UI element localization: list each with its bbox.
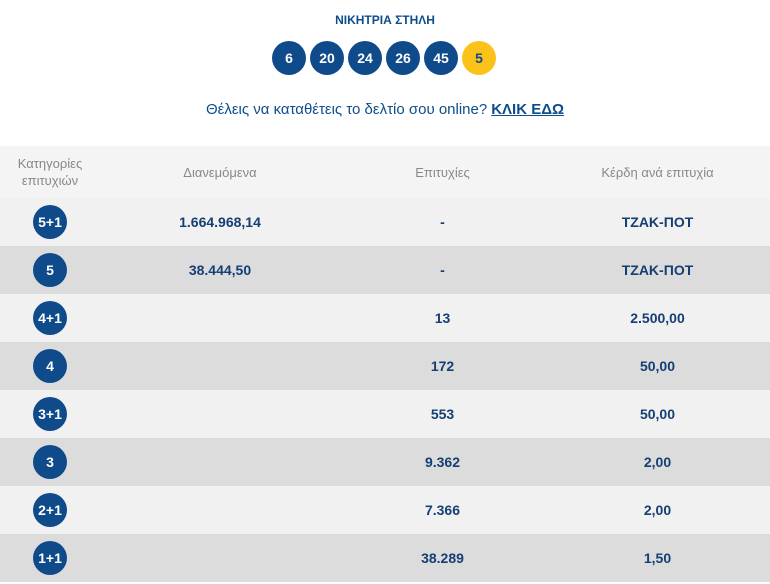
click-here-link[interactable]: ΚΛΙΚ ΕΔΩ — [491, 101, 565, 118]
header-pool: Διανεμόμενα — [183, 164, 257, 180]
prize-cell: 2,00 — [643, 502, 672, 518]
pool-cell: 38.444,50 — [188, 262, 252, 278]
table-row: 2+1 7.366 2,00 — [0, 486, 770, 534]
winners-cell: 9.362 — [424, 454, 461, 470]
table-row: 3+1 553 50,00 — [0, 390, 770, 438]
winning-numbers: 6 20 24 26 45 5 — [272, 41, 496, 75]
category-cell: 4 — [0, 349, 100, 383]
category-cell: 3+1 — [0, 397, 100, 431]
header-winners: Επιτυχίες — [415, 164, 470, 180]
prize-cell: 2,00 — [643, 454, 672, 470]
online-promo: Θέλεις να καταθέτεις το δελτίο σου onlin… — [0, 101, 770, 118]
winners-cell: 7.366 — [424, 502, 461, 518]
table-row: 3 9.362 2,00 — [0, 438, 770, 486]
category-cell: 2+1 — [0, 493, 100, 527]
header-categories: Κατηγορίες επιτυχιών — [17, 156, 83, 188]
number-ball: 26 — [386, 41, 420, 75]
number-ball: 6 — [272, 41, 306, 75]
category-badge: 4 — [33, 349, 67, 383]
category-cell: 5+1 — [0, 205, 100, 239]
category-cell: 1+1 — [0, 541, 100, 575]
joker-ball: 5 — [462, 41, 496, 75]
header-prize: Κέρδη ανά επιτυχία — [601, 164, 714, 180]
number-ball: 45 — [424, 41, 458, 75]
pool-cell: 1.664.968,14 — [179, 214, 261, 230]
promo-text: Θέλεις να καταθέτεις το δελτίο σου onlin… — [205, 101, 488, 118]
table-row: 5 38.444,50 - ΤΖΑΚ-ΠΟΤ — [0, 246, 770, 294]
category-badge: 5+1 — [33, 205, 67, 239]
category-cell: 4+1 — [0, 301, 100, 335]
winning-column-title: ΝΙΚΗΤΡΙΑ ΣΤΗΛΗ — [335, 13, 435, 27]
prize-cell: 50,00 — [639, 406, 676, 422]
winners-cell: 172 — [430, 358, 455, 374]
number-ball: 24 — [348, 41, 382, 75]
prize-cell: 1,50 — [643, 550, 672, 566]
category-badge: 2+1 — [33, 493, 67, 527]
category-badge: 4+1 — [33, 301, 67, 335]
winners-cell: - — [440, 214, 445, 230]
winners-cell: - — [440, 262, 445, 278]
table-row: 4 172 50,00 — [0, 342, 770, 390]
table-row: 4+1 13 2.500,00 — [0, 294, 770, 342]
prize-cell: 2.500,00 — [630, 310, 685, 326]
category-cell: 5 — [0, 253, 100, 287]
number-ball: 20 — [310, 41, 344, 75]
prize-cell: ΤΖΑΚ-ΠΟΤ — [621, 262, 694, 278]
prize-cell: ΤΖΑΚ-ΠΟΤ — [621, 214, 694, 230]
category-badge: 3 — [33, 445, 67, 479]
winners-cell: 38.289 — [421, 550, 464, 566]
category-badge: 1+1 — [33, 541, 67, 575]
table-row: 5+1 1.664.968,14 - ΤΖΑΚ-ΠΟΤ — [0, 198, 770, 246]
prize-table: Κατηγορίες επιτυχιών Διανεμόμενα Επιτυχί… — [0, 146, 770, 582]
winners-cell: 13 — [434, 310, 451, 326]
category-badge: 5 — [33, 253, 67, 287]
table-row: 1+1 38.289 1,50 — [0, 534, 770, 582]
winners-cell: 553 — [430, 406, 455, 422]
prize-cell: 50,00 — [639, 358, 676, 374]
category-badge: 3+1 — [33, 397, 67, 431]
table-header: Κατηγορίες επιτυχιών Διανεμόμενα Επιτυχί… — [0, 146, 770, 198]
category-cell: 3 — [0, 445, 100, 479]
